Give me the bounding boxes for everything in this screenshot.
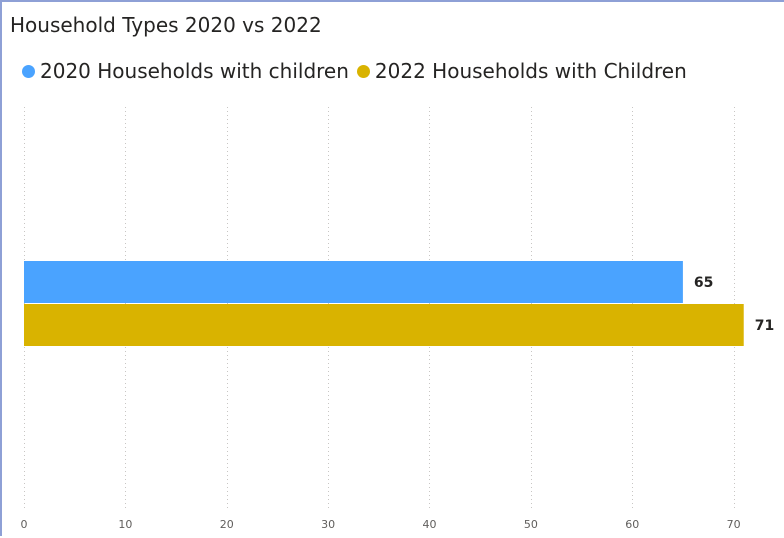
legend-label-2022: 2022 Households with Children	[374, 59, 687, 83]
x-tick-label-0: 0	[21, 518, 28, 531]
legend-label-2020: 2020 Households with children	[40, 59, 349, 83]
x-tick-label-10: 10	[118, 518, 132, 531]
data-label-2022: 71	[755, 318, 774, 334]
legend-item-2020[interactable]: 2020 Households with children	[22, 57, 349, 85]
legend-dot-2020	[22, 64, 35, 78]
data-label-2020: 65	[694, 275, 713, 291]
x-tick-label-60: 60	[625, 518, 639, 531]
bar-2022[interactable]	[24, 304, 744, 346]
x-tick-label-40: 40	[422, 518, 436, 531]
legend-dot-2022	[356, 64, 370, 78]
bar-2020[interactable]	[24, 261, 683, 303]
chart-legend: 2020 Households with children 2022 House…	[22, 57, 695, 85]
x-tick-label-30: 30	[321, 518, 335, 531]
x-tick-label-70: 70	[727, 518, 741, 531]
x-tick-label-20: 20	[220, 518, 234, 531]
x-tick-label-50: 50	[524, 518, 538, 531]
chart-title: Household Types 2020 vs 2022	[10, 13, 322, 37]
legend-item-2022[interactable]: 2022 Households with Children	[356, 57, 687, 85]
